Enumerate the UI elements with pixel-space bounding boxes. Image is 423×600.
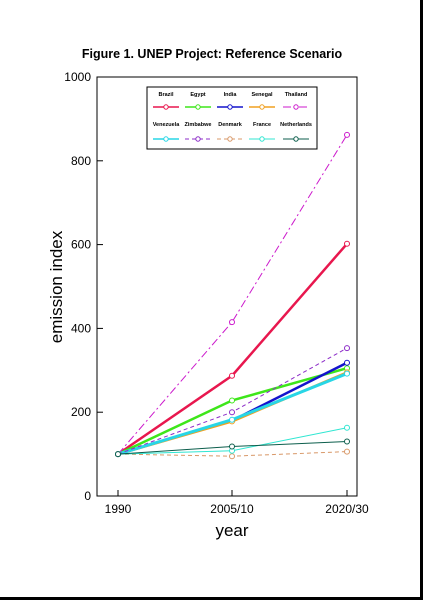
data-point-denmark xyxy=(344,448,350,455)
legend-marker-thailand xyxy=(293,104,299,110)
data-point-zimbabwe xyxy=(229,409,235,416)
legend-label-denmark: Denmark xyxy=(218,122,242,128)
data-point-netherlands xyxy=(115,451,121,458)
x-tick-label: 2020/30 xyxy=(325,502,369,516)
data-point-thailand xyxy=(229,319,235,326)
legend-label-venezuela: Venezuela xyxy=(153,122,181,128)
legend-label-zimbabwe: Zimbabwe xyxy=(185,122,212,128)
x-axis: 1990 2005/10 2020/30 xyxy=(105,490,369,516)
data-point-brazil xyxy=(229,372,235,379)
frame-bottom-border xyxy=(0,597,423,600)
data-point-brazil xyxy=(344,240,350,247)
plot-area xyxy=(96,76,358,497)
legend-marker-zimbabwe xyxy=(195,136,201,142)
y-tick-label: 0 xyxy=(84,489,91,503)
y-tick-label: 1000 xyxy=(64,70,91,84)
legend-marker-egypt xyxy=(195,104,201,110)
legend-marker-netherlands xyxy=(293,136,299,142)
y-tick-label: 600 xyxy=(71,238,91,252)
legend-label-netherlands: Netherlands xyxy=(280,122,312,128)
x-tick-label: 2005/10 xyxy=(210,502,254,516)
chart-title: Figure 1. UNEP Project: Reference Scenar… xyxy=(82,47,343,61)
series-layer xyxy=(115,131,350,460)
legend-marker-senegal xyxy=(259,104,265,110)
data-point-india xyxy=(344,359,350,366)
data-point-netherlands xyxy=(344,438,350,445)
data-point-egypt xyxy=(229,397,235,404)
y-tick-label: 200 xyxy=(71,405,91,419)
legend-marker-india xyxy=(227,104,233,110)
legend-label-india: India xyxy=(224,92,238,98)
data-point-netherlands xyxy=(229,443,235,450)
legend: Brazil Egypt India Senegal Thailand Venezuela… xyxy=(146,86,318,150)
data-point-zimbabwe xyxy=(344,345,350,352)
legend-label-france: France xyxy=(253,122,271,128)
legend-marker-france xyxy=(259,136,265,142)
series-line-thailand xyxy=(117,134,348,455)
x-axis-label: year xyxy=(215,521,248,540)
legend-marker-brazil xyxy=(163,104,169,110)
legend-marker-venezuela xyxy=(163,136,169,142)
frame-right-border xyxy=(420,0,423,600)
y-axis-label: emission index xyxy=(47,230,66,343)
data-point-venezuela xyxy=(344,370,350,377)
legend-label-senegal: Senegal xyxy=(251,92,273,98)
data-point-venezuela xyxy=(229,416,235,423)
y-tick-label: 800 xyxy=(71,154,91,168)
legend-label-egypt: Egypt xyxy=(190,92,205,98)
data-point-denmark xyxy=(229,453,235,460)
y-axis: 0 200 400 600 800 1000 xyxy=(64,70,103,503)
x-tick-label: 1990 xyxy=(105,502,132,516)
data-point-thailand xyxy=(344,131,350,138)
legend-label-thailand: Thailand xyxy=(285,92,308,98)
legend-label-brazil: Brazil xyxy=(159,92,174,98)
y-tick-label: 400 xyxy=(71,321,91,335)
data-point-france xyxy=(344,424,350,431)
legend-marker-denmark xyxy=(227,136,233,142)
